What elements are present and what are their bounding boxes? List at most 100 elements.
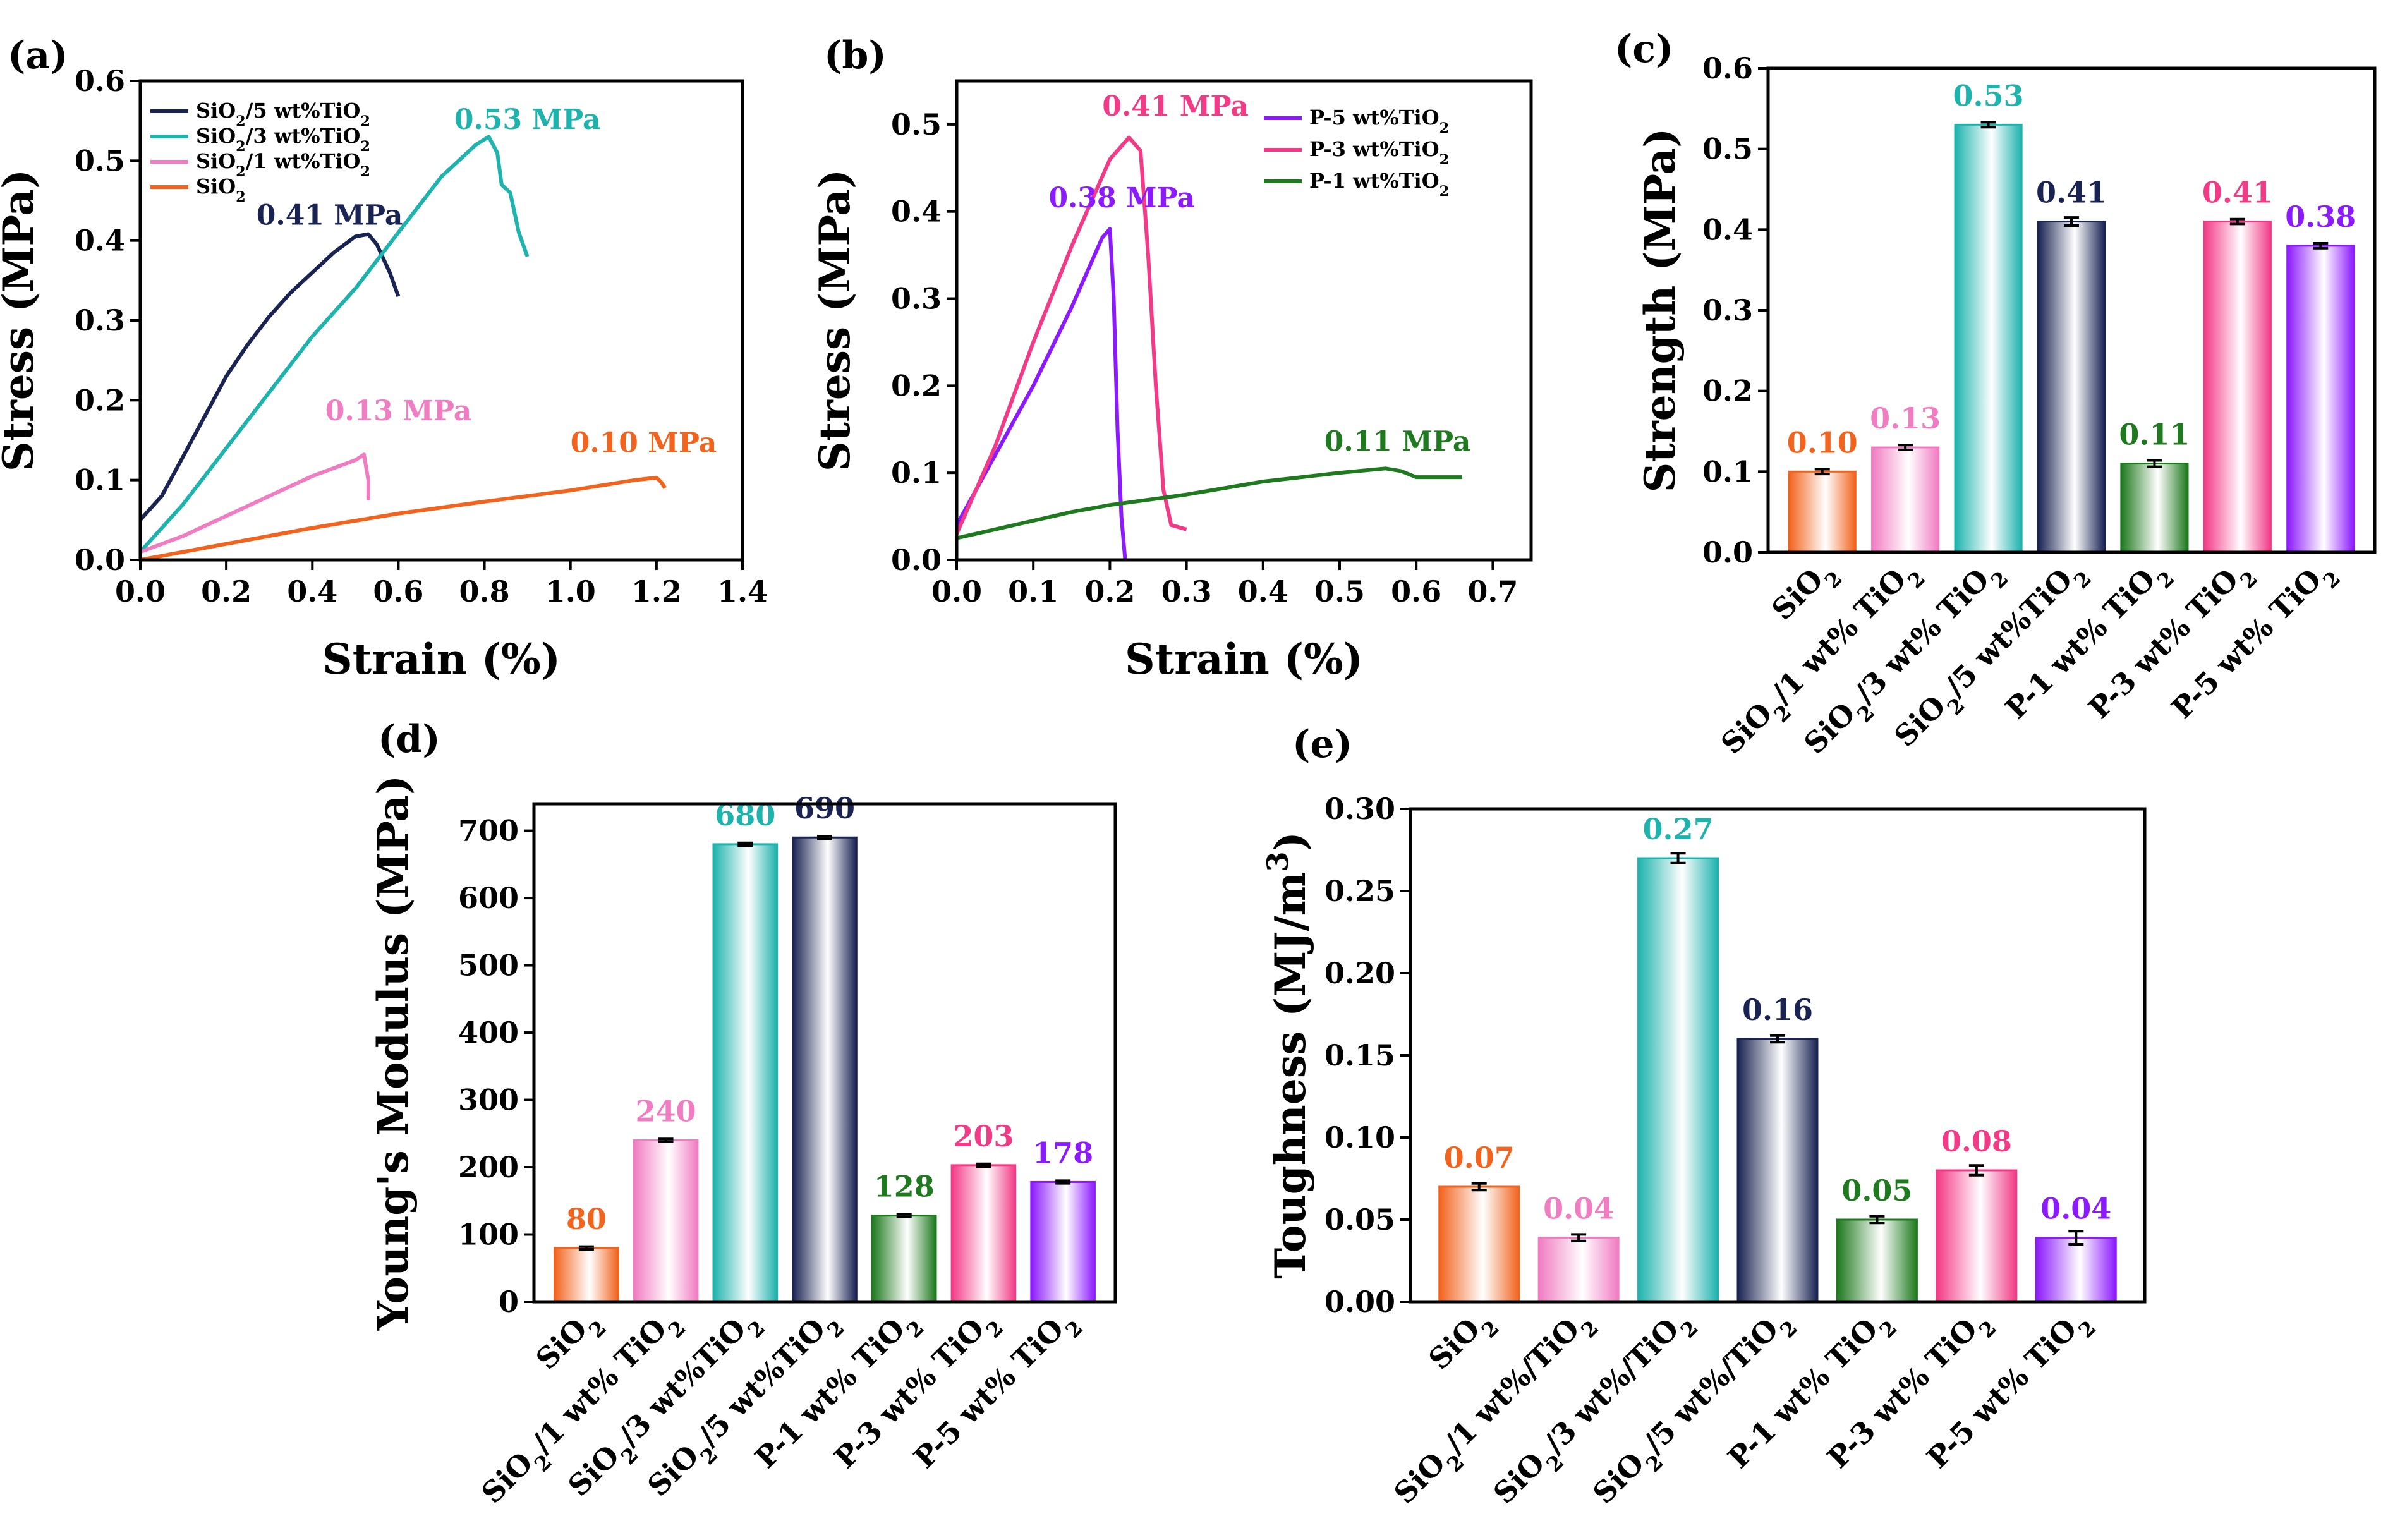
legend-entry: P-5 wt%TiO2 [1309,106,1449,136]
x-tick-label: 0.2 [201,574,252,609]
y-tick-label: 0.5 [1702,132,1753,166]
legend-entry: SiO2 [196,174,246,205]
x-tick-label: 0.7 [1467,574,1518,609]
x-tick-label: 1.0 [545,574,596,609]
y-tick-label: 0.15 [1324,1038,1395,1072]
y-tick-label: 200 [458,1150,519,1184]
bar-value-label: 0.11 [2119,418,2190,452]
y-tick-label: 0.20 [1324,956,1395,990]
x-tick-label: 0.1 [1008,574,1058,609]
bar [1537,1237,1620,1303]
x-tick-label: 0.0 [931,574,982,609]
y-tick-label: 400 [458,1016,519,1050]
peak-annotation: 0.11 MPa [1324,426,1471,458]
x-tick-label: 0.4 [287,574,337,609]
bar-value-label: 690 [794,791,855,825]
y-tick-label: 0.6 [1702,51,1753,85]
legend-entry: SiO2/5 wt%TiO2 [196,99,370,130]
y-tick-label: 0.4 [1702,212,1753,246]
x-tick-label: 0.6 [373,574,423,609]
y-tick-label: 0.6 [75,64,125,98]
y-tick-label: 300 [458,1083,519,1117]
panel-label: (b) [824,33,887,78]
bar [2037,221,2106,554]
y-tick-label: 700 [458,814,519,848]
panel-label: (a) [8,33,68,78]
series-line [140,475,667,562]
series-line [955,227,1127,561]
bar-value-label: 0.05 [1841,1173,1912,1208]
panel-label: (d) [378,717,440,761]
y-tick-label: 0.10 [1324,1120,1395,1155]
bar [2286,245,2355,554]
legend-entry: P-3 wt%TiO2 [1309,137,1449,168]
x-tick-label: 0.0 [115,574,166,609]
y-tick-label: 0.1 [75,463,125,497]
y-axis-title: Stress (MPa) [810,169,859,471]
y-tick-label: 0.5 [75,143,125,178]
bar-value-label: 0.04 [1543,1192,1614,1226]
peak-annotation: 0.38 MPa [1048,182,1195,214]
bar [712,843,779,1303]
x-axis-title: Strain (%) [1125,634,1363,684]
bar [871,1215,937,1303]
y-tick-label: 0.5 [891,107,942,142]
bar-value-label: 0.08 [1941,1124,2012,1158]
y-tick-label: 0.2 [1702,374,1753,408]
bar [2035,1237,2117,1303]
bar [1954,123,2023,554]
bar [1736,1038,1819,1303]
y-tick-label: 0.30 [1324,792,1395,826]
y-tick-label: 0.0 [75,543,125,577]
bar-value-label: 0.13 [1870,401,1941,435]
x-tick-label: 0.8 [459,574,510,609]
plot-frame [532,802,1117,1304]
bar-value-label: 0.53 [1953,78,2024,112]
peak-annotation: 0.41 MPa [257,199,403,231]
y-tick-label: 0.1 [1702,454,1753,488]
x-tick-label: 0.4 [1238,574,1288,609]
y-tick-label: 500 [458,949,519,983]
y-tick-label: 0.25 [1324,874,1395,908]
panel-a: (a) 0.0 0.2 0.4 0.6 0.8 1.0 1.2 1.4 Strain (%) 0.0… [0,33,768,684]
legend-entry: SiO2/1 wt%TiO2 [196,149,370,180]
bar [792,836,858,1303]
peak-annotation: 0.41 MPa [1102,90,1249,123]
y-tick-label: 0.05 [1324,1203,1395,1237]
bar-value-label: 240 [636,1094,696,1128]
legend-entry: SiO2/3 wt%TiO2 [196,124,370,155]
x-tick-label: 0.5 [1314,574,1365,609]
bar [1871,446,1940,554]
y-axis-title: Young's Modulus (MPa) [368,775,418,1331]
panel-label: (c) [1615,27,1673,71]
y-axis-title: Strength (MPa) [1635,128,1685,493]
bar [1836,1218,1918,1303]
category-label: SiO2 [1422,1302,1504,1384]
bar [1438,1185,1520,1303]
y-tick-label: 0.4 [891,195,942,229]
y-tick-label: 0.4 [75,224,125,258]
bar [1788,470,1857,554]
series-line [138,135,530,554]
x-tick-label: 0.3 [1161,574,1212,609]
y-axis-title: Toughness (MJ/m3) [1261,832,1315,1279]
bar-value-label: 0.16 [1742,993,1813,1027]
x-tick-label: 1.4 [717,574,768,609]
bar [1030,1180,1096,1303]
y-tick-label: 0.00 [1324,1285,1395,1319]
y-axis-title: Stress (MPa) [0,169,43,471]
y-tick-label: 0.0 [891,543,942,577]
bar [1637,857,1719,1303]
bar-value-label: 0.27 [1643,812,1714,846]
bar-value-label: 128 [874,1170,935,1204]
panel-label: (e) [1292,722,1352,767]
bar [950,1164,1017,1303]
bar-value-label: 80 [566,1202,607,1236]
y-tick-label: 0.0 [1702,535,1753,569]
bar-value-label: 0.38 [2285,200,2356,234]
bar-value-label: 0.41 [2036,176,2107,210]
x-tick-label: 0.6 [1391,574,1441,609]
